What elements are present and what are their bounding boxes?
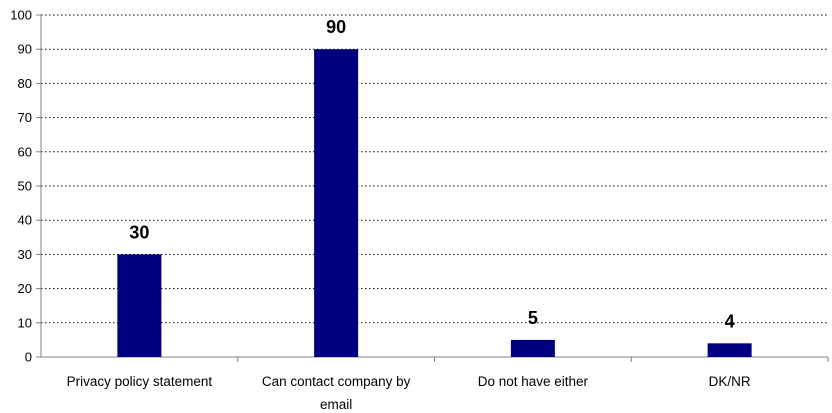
data-label-4: 4 [725,311,735,331]
bar-4 [707,343,752,357]
y-tick-label-100: 100 [10,8,32,23]
bar-2 [314,49,359,357]
x-category-label-2: Can contact company by [262,374,411,389]
y-tick-label-50: 50 [18,179,32,194]
bars [117,49,752,357]
x-category-label-2: email [320,397,352,412]
axes [36,14,829,362]
y-tick-label-30: 30 [18,247,32,262]
data-labels: 30 90 5 4 [129,17,734,331]
y-tick-label-70: 70 [18,110,32,125]
x-axis-category-labels: Privacy policy statement Can contact comp… [67,374,751,412]
y-tick-label-10: 10 [18,315,32,330]
data-label-1: 30 [129,222,149,242]
bar-1 [117,254,162,357]
data-label-2: 90 [326,17,346,37]
y-tick-label-40: 40 [18,213,32,228]
x-category-label-1: Privacy policy statement [67,374,213,389]
y-tick-label-80: 80 [18,76,32,91]
y-axis-tick-labels: 0 10 20 30 40 50 60 70 80 90 100 [10,8,32,365]
y-tick-label-60: 60 [18,144,32,159]
y-tick-label-90: 90 [18,42,32,57]
x-category-label-4: DK/NR [709,374,751,389]
data-label-3: 5 [528,308,538,328]
y-tick-label-20: 20 [18,281,32,296]
bar-3 [510,339,555,357]
y-tick-label-0: 0 [25,350,32,365]
x-category-label-3: Do not have either [478,374,589,389]
